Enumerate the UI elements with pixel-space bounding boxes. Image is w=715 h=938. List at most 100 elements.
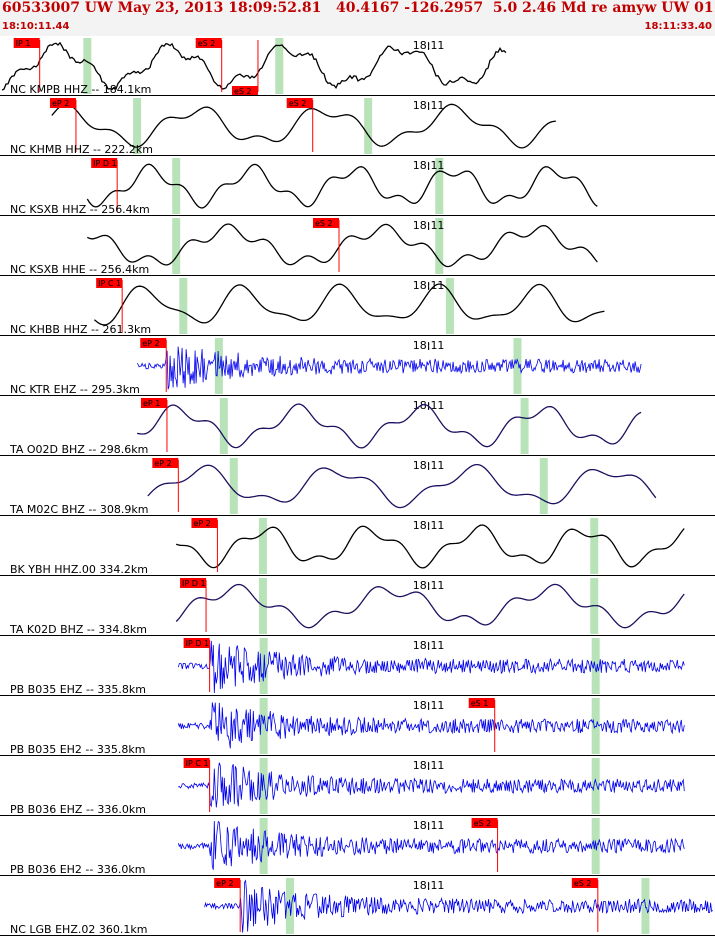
minute-label: 18:11 (413, 159, 445, 172)
waveform (93, 283, 605, 326)
station-label: NC KSXB HHE -- 256.4km (10, 263, 149, 276)
waveform (137, 403, 642, 449)
waveform (147, 463, 657, 509)
trace-panel: 18:11 eS 2 PB B036 EH2 -- 336.0km (0, 818, 715, 876)
trace-panel: 18:11 eP 2 NC KTR EHZ -- 295.3km (0, 338, 715, 396)
pick-label: eS 2 (198, 39, 216, 48)
waveform (86, 163, 598, 209)
arrival-marker (258, 518, 267, 574)
arrival-marker (259, 698, 268, 754)
arrival-marker (219, 398, 228, 454)
waveform (177, 702, 685, 749)
arrival-marker (520, 398, 529, 454)
arrival-marker (229, 458, 238, 514)
pick-box (286, 98, 313, 108)
pick-label: IP C 1 (186, 759, 209, 768)
station-label: PB B035 EHZ -- 335.8km (10, 683, 146, 696)
arrival-marker (445, 278, 454, 334)
waveform (177, 820, 685, 870)
pick-label: IP D 1 (93, 159, 117, 168)
pick-label: eP 1 (143, 399, 160, 408)
trace-panel: 18:11 eS 2 NC KSXB HHE -- 256.4km (0, 218, 715, 276)
pick-label: eS 2 (574, 879, 592, 888)
minute-label: 18:11 (413, 759, 445, 772)
pick-box (13, 38, 40, 48)
time-end-label: 18:11:33.40 (644, 21, 712, 32)
pick-label: eP 2 (193, 519, 210, 528)
minute-label: 18:11 (413, 279, 445, 292)
station-label: TA O02D BHZ -- 298.6km (9, 443, 148, 456)
arrival-marker (435, 218, 444, 274)
plot-header: 60533007 UW May 23, 2013 18:09:52.81 40.… (0, 0, 715, 36)
station-label: NC LGB EHZ.02 360.1km (10, 923, 147, 936)
pick-label: IP D 1 (182, 579, 206, 588)
minute-label: 18:11 (413, 639, 445, 652)
trace-panel: 18:11 eP 2 BK YBH HHZ.00 334.2km (0, 518, 715, 576)
pick-box (471, 818, 498, 828)
pick-box (180, 578, 207, 588)
station-label: NC KMPB HHZ -- 184.1km (10, 83, 151, 96)
pick-box (214, 878, 241, 888)
pick-label: eP 2 (154, 459, 171, 468)
station-label: NC KSXB HHZ -- 256.4km (10, 203, 150, 216)
minute-label: 18:11 (413, 519, 445, 532)
arrival-marker (275, 38, 284, 94)
arrival-marker (259, 758, 268, 814)
trace-panel: 18:11 IP D 1 TA K02D BHZ -- 334.8km (0, 578, 715, 636)
pick-box (140, 398, 167, 408)
pick-label: eP 2 (142, 339, 159, 348)
pick-box (231, 86, 258, 96)
minute-label: 18:11 (413, 699, 445, 712)
trace-panel: 18:11 eS 1 PB B035 EH2 -- 335.8km (0, 698, 715, 756)
waveform (177, 640, 685, 694)
trace-panel: 18:11 eP 2 eS 2 NC KHMB HHZ -- 222.2km (0, 98, 715, 156)
pick-label: IP D 1 (186, 639, 210, 648)
arrival-marker (133, 98, 142, 154)
station-label: NC KTR EHZ -- 295.3km (10, 383, 140, 396)
station-label: TA M02C BHZ -- 308.9km (9, 503, 148, 516)
waveform (175, 524, 685, 569)
pick-box (191, 518, 218, 528)
event-title: 60533007 UW May 23, 2013 18:09:52.81 40.… (2, 0, 715, 16)
arrival-marker (435, 158, 444, 214)
pick-box (468, 698, 495, 708)
arrival-marker (591, 638, 600, 694)
arrival-marker (539, 458, 548, 514)
arrival-marker (591, 758, 600, 814)
minute-label: 18:11 (413, 99, 445, 112)
pick-label: IP 1 (16, 39, 31, 48)
pick-label: IP C 1 (98, 279, 121, 288)
waveform (51, 103, 556, 149)
station-label: PB B036 EH2 -- 336.0km (10, 863, 145, 876)
pick-box (571, 878, 598, 888)
waveform (175, 583, 685, 629)
minute-label: 18:11 (413, 39, 445, 52)
station-label: BK YBH HHZ.00 334.2km (10, 563, 148, 576)
pick-box (195, 38, 222, 48)
arrival-marker (179, 278, 188, 334)
waveform (178, 762, 685, 808)
arrival-marker (172, 218, 181, 274)
station-label: PB B036 EHZ -- 336.0km (10, 803, 146, 816)
station-label: NC KHBB HHZ -- 261.3km (10, 323, 151, 336)
arrival-marker (591, 698, 600, 754)
pick-box (96, 278, 123, 288)
trace-panel: 18:11 eP 2 TA M02C BHZ -- 308.9km (0, 458, 715, 516)
seismogram-plot: 18:11 IP 1 eS 2 eS 2 NC KMPB HHZ -- 184.1km 1… (0, 38, 715, 936)
arrival-marker (83, 38, 92, 94)
pick-label: eP 2 (216, 879, 233, 888)
trace-panel: 18:11 IP D 1 PB B035 EHZ -- 335.8km (0, 638, 715, 696)
arrival-marker (513, 338, 522, 394)
minute-label: 18:11 (413, 879, 445, 892)
trace-panel: 18:11 IP D 1 NC KSXB HHZ -- 256.4km (0, 158, 715, 216)
waveform (87, 223, 598, 268)
trace-panel: 18:11 eP 2 eS 2 NC LGB EHZ.02 360.1km (0, 878, 715, 936)
pick-label: eS 2 (315, 219, 333, 228)
pick-label: eS 2 (289, 99, 307, 108)
pick-box (152, 458, 179, 468)
minute-label: 18:11 (413, 339, 445, 352)
pick-box (91, 158, 118, 168)
time-start-label: 18:10:11.44 (2, 21, 70, 32)
station-label: PB B035 EH2 -- 335.8km (10, 743, 145, 756)
